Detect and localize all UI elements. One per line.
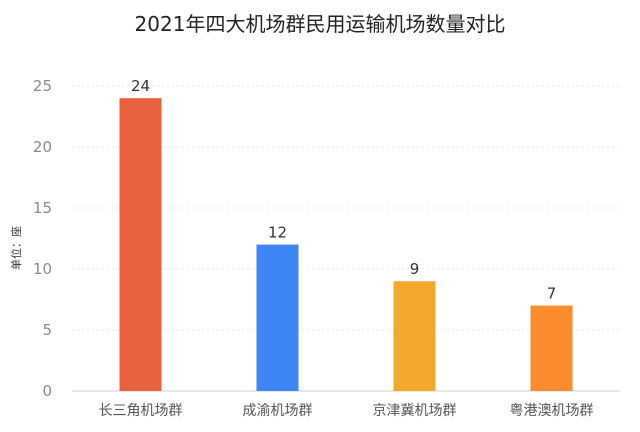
bar-3 (393, 281, 436, 391)
chart-title: 2021年四大机场群民用运输机场数量对比 (135, 12, 506, 36)
bar-2 (256, 244, 299, 391)
y-tick-label: 20 (33, 138, 52, 156)
y-tick-label: 15 (33, 199, 52, 217)
value-label-1: 24 (131, 77, 150, 95)
bar-4 (530, 305, 573, 391)
y-tick-label: 5 (42, 321, 52, 339)
value-label-3: 9 (410, 260, 420, 278)
y-tick-label: 0 (42, 382, 52, 400)
gridlines (72, 85, 620, 331)
x-axis-categories: 长三角机场群 成渝机场群 京津冀机场群 粤港澳机场群 (99, 403, 594, 419)
category-label-4: 粤港澳机场群 (510, 403, 594, 419)
value-label-4: 7 (547, 285, 557, 303)
category-label-3: 京津冀机场群 (373, 403, 457, 419)
y-tick-label: 10 (33, 260, 52, 278)
bar-1 (119, 98, 162, 391)
y-tick-label: 25 (33, 77, 52, 95)
value-label-2: 12 (268, 224, 287, 242)
bars (119, 98, 573, 391)
value-labels: 24 12 9 7 (131, 77, 556, 302)
category-label-2: 成渝机场群 (243, 403, 313, 419)
y-axis-label: 单位：座 (9, 226, 23, 270)
y-axis-ticks: 0 5 10 15 20 25 (33, 77, 52, 400)
category-label-1: 长三角机场群 (99, 403, 183, 419)
